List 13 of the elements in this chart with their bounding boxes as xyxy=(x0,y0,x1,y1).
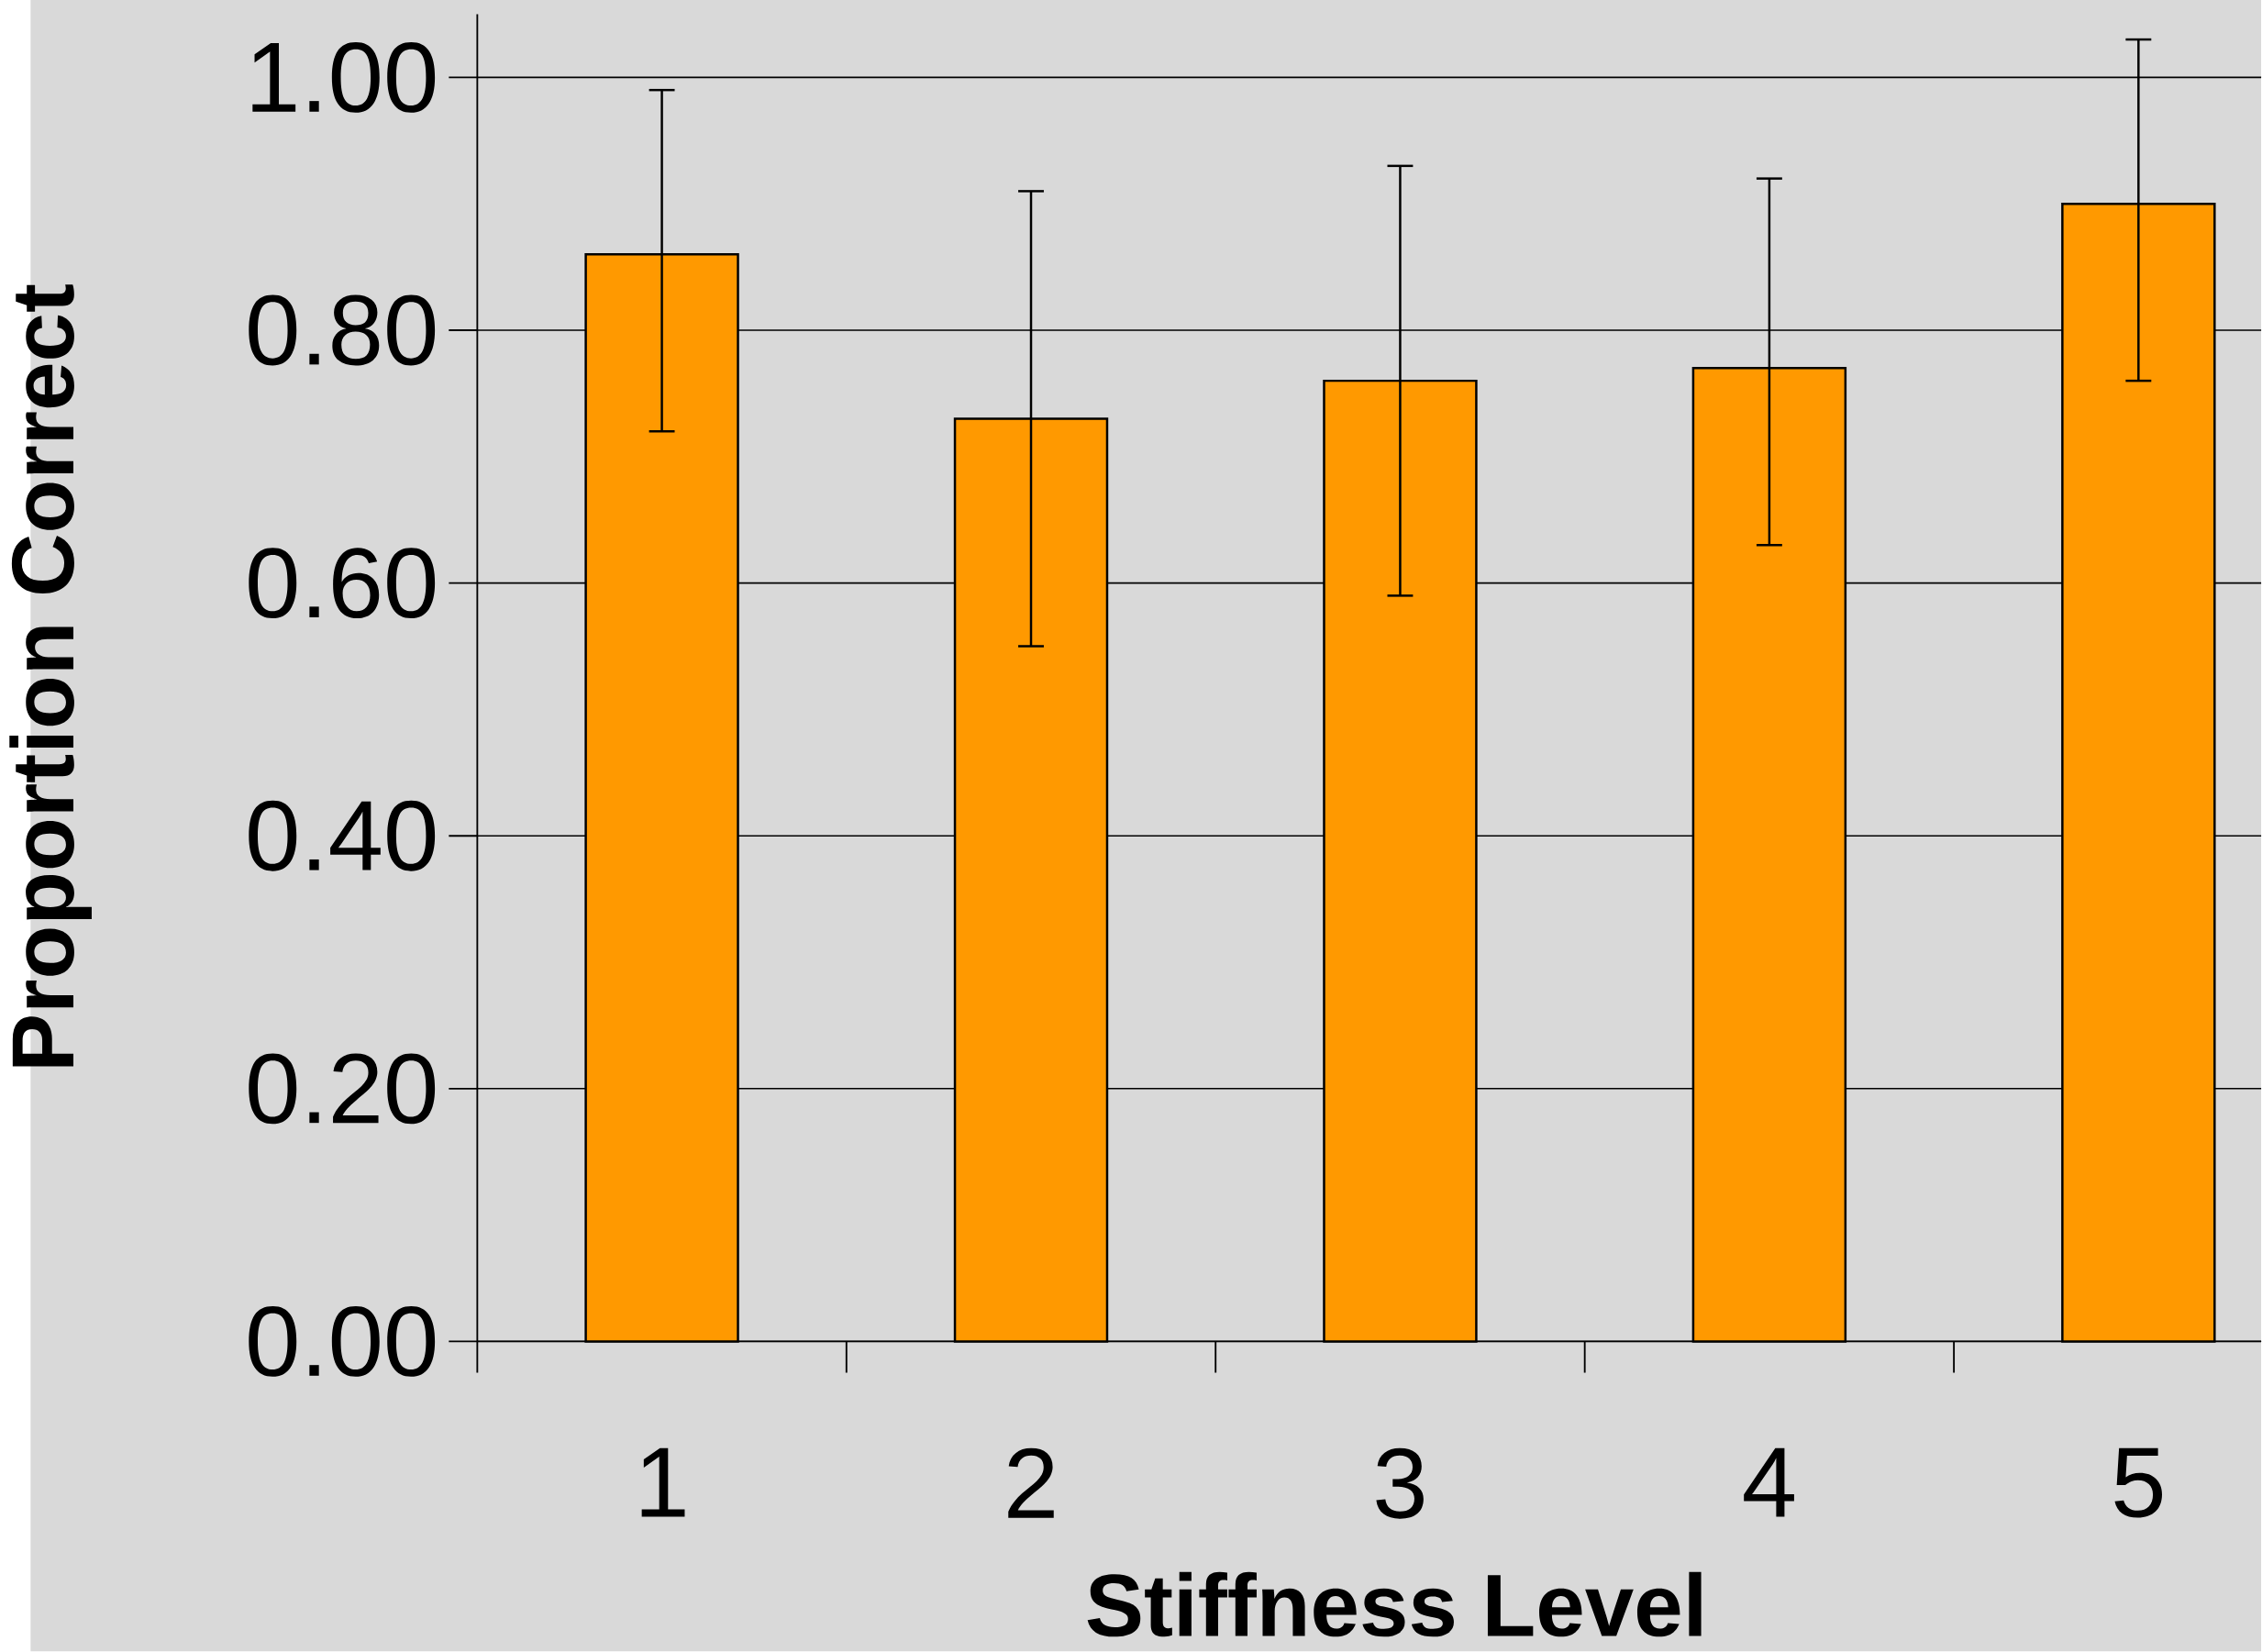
x-axis-title: Stiffness Level xyxy=(1087,1571,1702,1637)
x-tick-label: 4 xyxy=(1744,1448,1794,1517)
y-axis-title: Proportion Correct xyxy=(9,284,92,1067)
y-tick-label: 0.00 xyxy=(249,1306,436,1378)
y-tick-label: 0.60 xyxy=(249,548,436,619)
y-tick-label: 0.80 xyxy=(249,294,436,366)
y-tick-label: 0.40 xyxy=(249,801,436,871)
x-tick-label: 5 xyxy=(2114,1448,2162,1518)
x-tick-label: 3 xyxy=(1376,1448,1424,1519)
x-tick-label: 1 xyxy=(641,1448,685,1517)
x-tick-label: 2 xyxy=(1008,1448,1054,1518)
y-tick-label: 1.00 xyxy=(252,42,436,114)
y-tick-label: 0.20 xyxy=(249,1053,436,1125)
